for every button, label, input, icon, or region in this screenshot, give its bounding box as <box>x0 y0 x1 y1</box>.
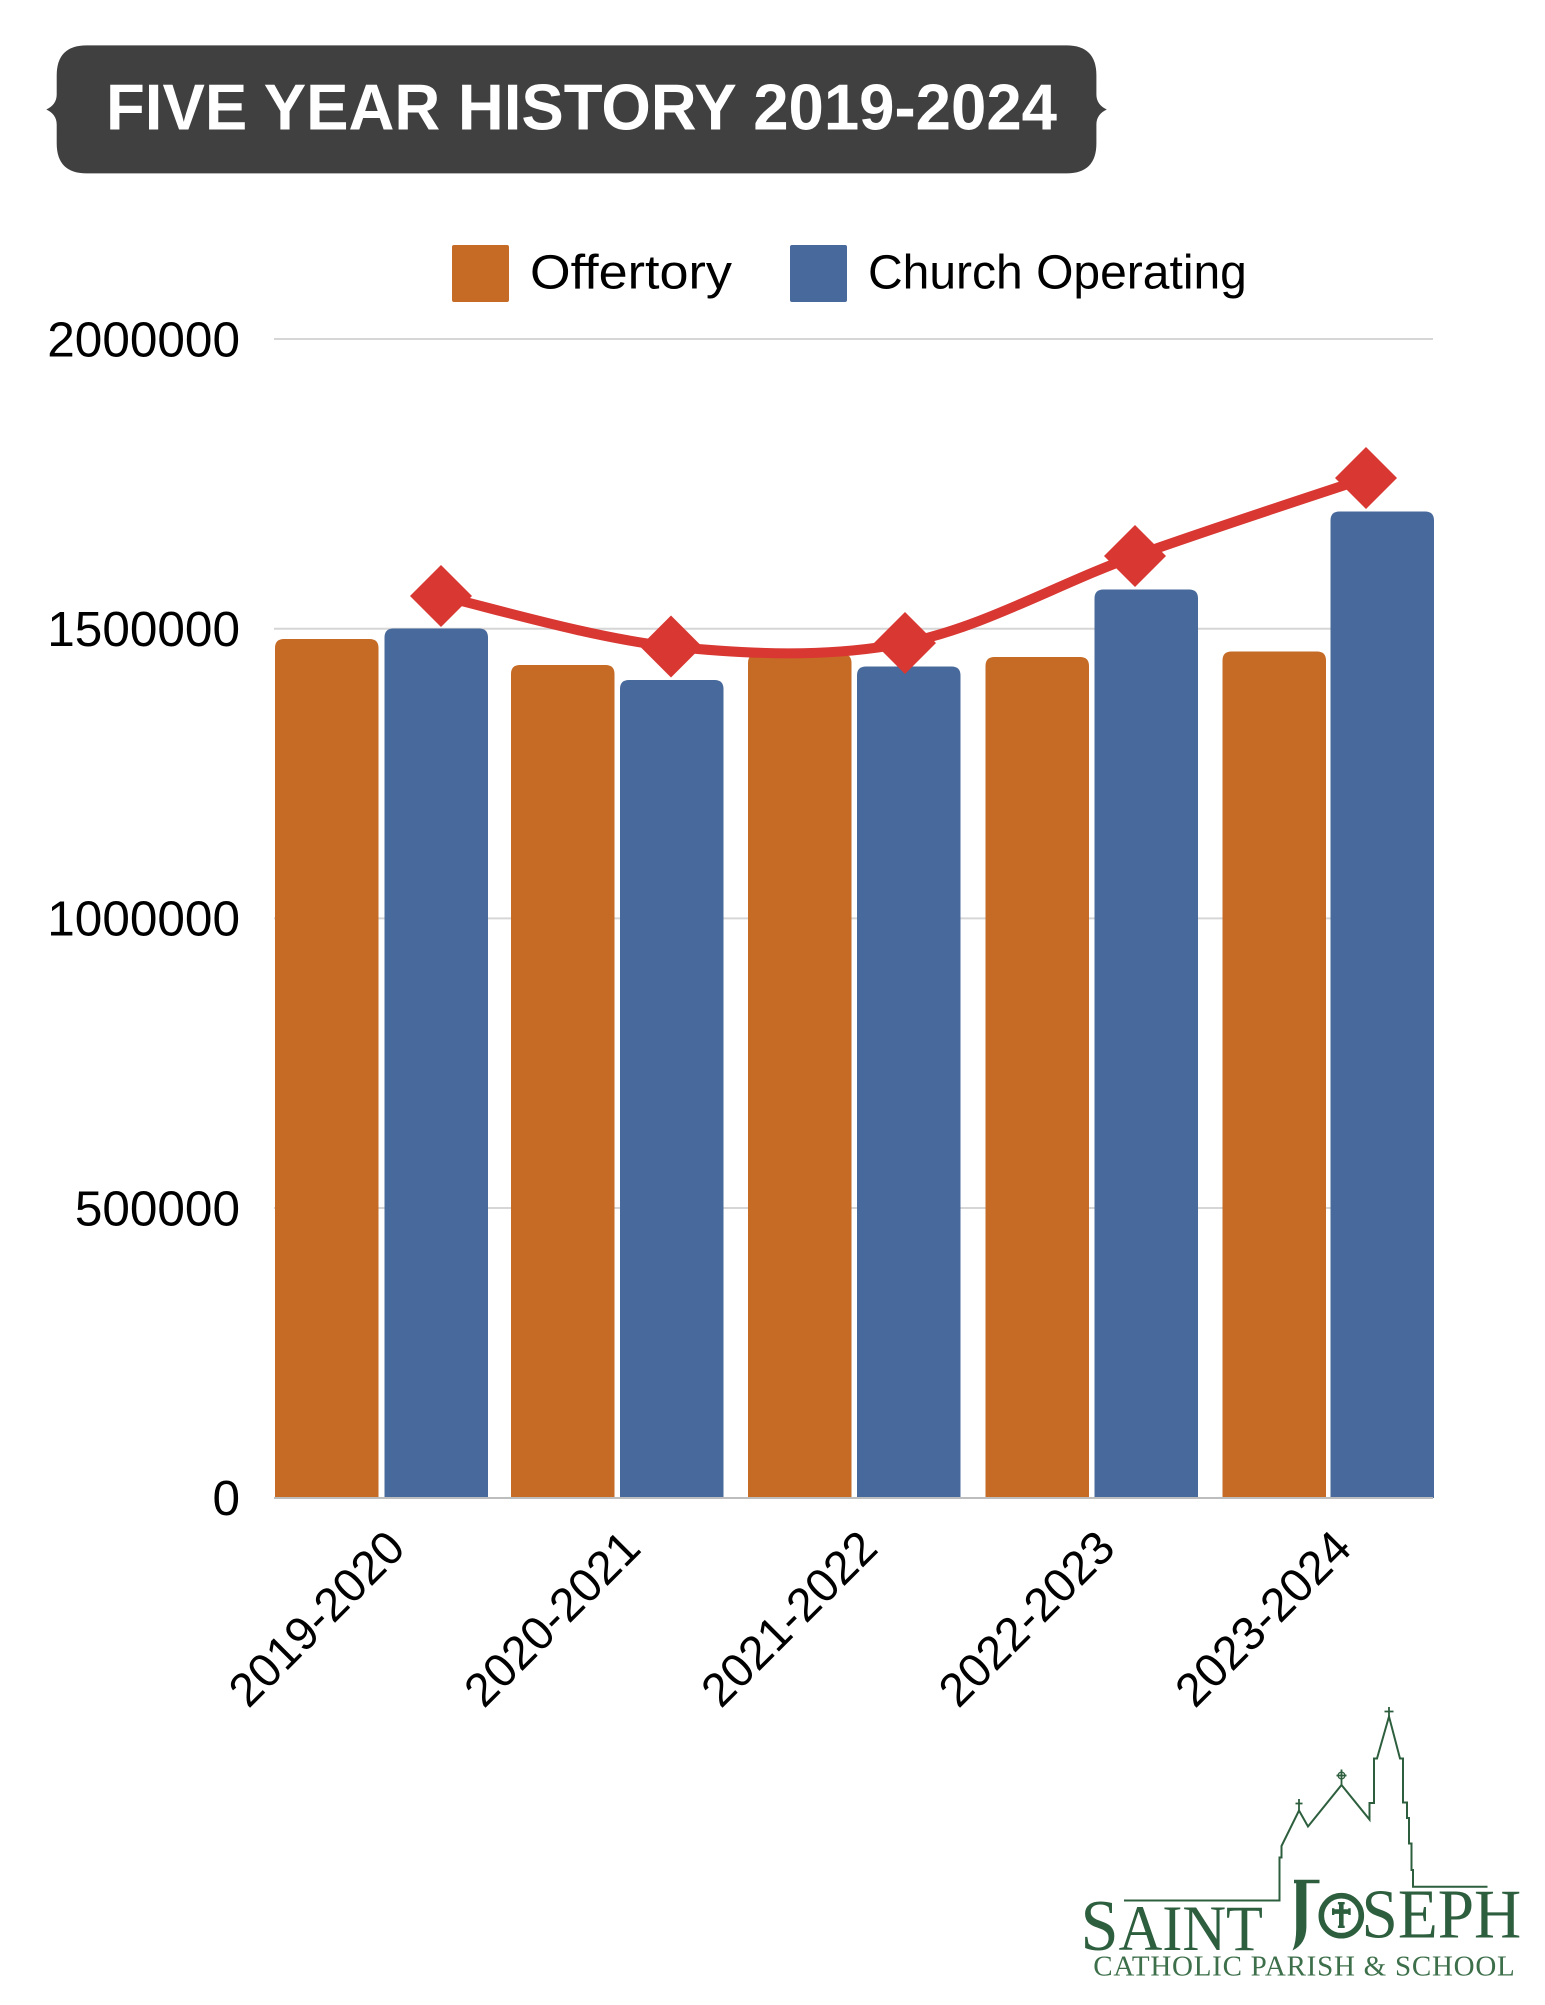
svg-text:1500000: 1500000 <box>47 602 240 657</box>
svg-text:FIVE YEAR HISTORY 2019-2024: FIVE YEAR HISTORY 2019-2024 <box>106 71 1057 144</box>
svg-text:SAINT: SAINT <box>1081 1886 1263 1966</box>
svg-text:0: 0 <box>212 1471 240 1526</box>
svg-text:Offertory: Offertory <box>530 247 732 300</box>
svg-text:500000: 500000 <box>75 1181 240 1236</box>
svg-text:SEPH: SEPH <box>1362 1876 1522 1953</box>
svg-text:2000000: 2000000 <box>47 312 240 367</box>
svg-text:CATHOLIC PARISH & SCHOOL: CATHOLIC PARISH & SCHOOL <box>1093 1951 1515 1983</box>
svg-text:1000000: 1000000 <box>47 892 240 947</box>
svg-text:Church Operating: Church Operating <box>868 247 1247 300</box>
